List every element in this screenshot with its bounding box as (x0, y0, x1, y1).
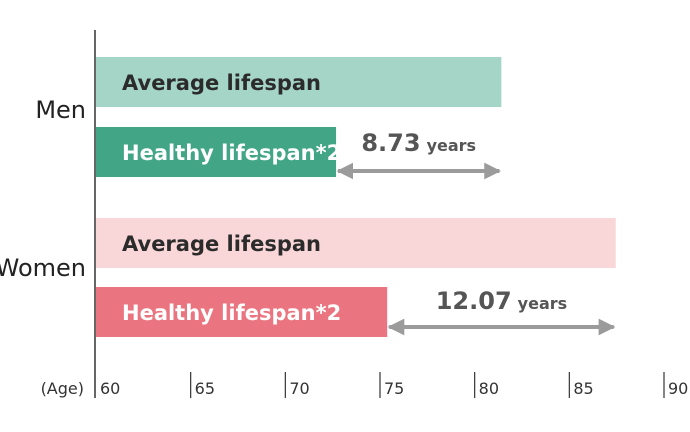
tick-label-70: 70 (289, 379, 309, 398)
bars-layer: Men Average lifespan Healthy lifespan*2 Wom… (0, 57, 616, 337)
tick-label-80: 80 (479, 379, 499, 398)
tick-label-65: 65 (195, 379, 215, 398)
bar-women-average (96, 218, 616, 268)
difference-value-men: 8.73 (361, 129, 420, 157)
difference-label-women: 12.07 years (436, 287, 567, 315)
difference-label-men: 8.73 years (361, 129, 476, 157)
tick-label-60: 60 (100, 379, 120, 398)
annotations-layer: 8.73 years 12.07 years (336, 129, 616, 336)
tick-label-85: 85 (573, 379, 593, 398)
tick-label-90: 90 (668, 379, 688, 398)
group-label-women: Women (0, 254, 86, 282)
axis-unit-label: (Age) (41, 379, 84, 398)
bar-women-healthy (96, 287, 388, 337)
bar-label-women-healthy: Healthy lifespan*2 (122, 301, 341, 325)
bar-label-women-average: Average lifespan (122, 232, 321, 256)
bar-label-men-healthy: Healthy lifespan*2 (122, 141, 341, 165)
tick-label-75: 75 (384, 379, 404, 398)
group-label-men: Men (35, 96, 86, 124)
difference-unit-women: years (518, 294, 568, 313)
bar-label-men-average: Average lifespan (122, 71, 321, 95)
bar-men-average (96, 57, 502, 107)
axis-layer: (Age) 60 65 70 75 80 85 90 (41, 30, 688, 398)
difference-unit-men: years (427, 136, 477, 155)
bar-men-healthy (96, 127, 337, 177)
difference-value-women: 12.07 (436, 287, 512, 315)
